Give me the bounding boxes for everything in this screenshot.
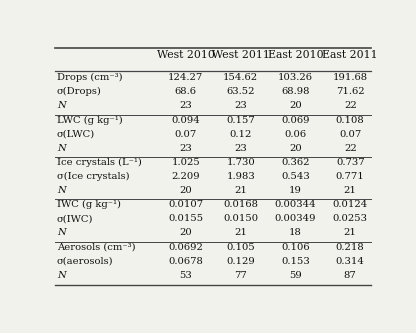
Text: 21: 21 <box>344 186 357 195</box>
Text: 22: 22 <box>344 144 357 153</box>
Text: East 2011: East 2011 <box>322 50 378 60</box>
Text: West 2010: West 2010 <box>157 50 215 60</box>
Text: 21: 21 <box>234 186 247 195</box>
Text: 0.07: 0.07 <box>339 130 362 139</box>
Text: 0.0253: 0.0253 <box>333 214 368 223</box>
Text: 21: 21 <box>234 228 247 237</box>
Text: N: N <box>57 228 66 237</box>
Text: 19: 19 <box>289 186 302 195</box>
Text: 1.983: 1.983 <box>226 172 255 181</box>
Text: East 2010: East 2010 <box>267 50 323 60</box>
Text: 0.153: 0.153 <box>281 257 310 266</box>
Text: 23: 23 <box>234 144 247 153</box>
Text: 0.543: 0.543 <box>281 172 310 181</box>
Text: 191.68: 191.68 <box>333 73 368 82</box>
Text: 0.0168: 0.0168 <box>223 200 258 209</box>
Text: Aerosols (cm⁻³): Aerosols (cm⁻³) <box>57 242 136 251</box>
Text: LWC (g kg⁻¹): LWC (g kg⁻¹) <box>57 116 123 125</box>
Text: N: N <box>57 102 66 111</box>
Text: 0.108: 0.108 <box>336 116 364 125</box>
Text: 0.105: 0.105 <box>226 242 255 251</box>
Text: 0.129: 0.129 <box>226 257 255 266</box>
Text: σ(LWC): σ(LWC) <box>57 130 95 139</box>
Text: 20: 20 <box>179 186 192 195</box>
Text: 0.06: 0.06 <box>285 130 307 139</box>
Text: 0.00349: 0.00349 <box>275 214 316 223</box>
Text: 20: 20 <box>289 102 302 111</box>
Text: 0.0678: 0.0678 <box>168 257 203 266</box>
Text: 0.12: 0.12 <box>229 130 252 139</box>
Text: 0.069: 0.069 <box>281 116 310 125</box>
Text: 0.094: 0.094 <box>171 116 200 125</box>
Text: 20: 20 <box>289 144 302 153</box>
Text: 103.26: 103.26 <box>278 73 313 82</box>
Text: 20: 20 <box>179 228 192 237</box>
Text: 1.025: 1.025 <box>171 158 200 167</box>
Text: 23: 23 <box>234 102 247 111</box>
Text: 0.0107: 0.0107 <box>168 200 203 209</box>
Text: 0.737: 0.737 <box>336 158 364 167</box>
Text: 0.0692: 0.0692 <box>168 242 203 251</box>
Text: IWC (g kg⁻¹): IWC (g kg⁻¹) <box>57 200 121 209</box>
Text: 87: 87 <box>344 271 357 280</box>
Text: 0.771: 0.771 <box>336 172 364 181</box>
Text: 0.362: 0.362 <box>281 158 310 167</box>
Text: 0.314: 0.314 <box>336 257 365 266</box>
Text: 21: 21 <box>344 228 357 237</box>
Text: σ(IWC): σ(IWC) <box>57 214 93 223</box>
Text: 154.62: 154.62 <box>223 73 258 82</box>
Text: 124.27: 124.27 <box>168 73 203 82</box>
Text: 23: 23 <box>179 102 192 111</box>
Text: N: N <box>57 271 66 280</box>
Text: 0.0124: 0.0124 <box>333 200 368 209</box>
Text: 71.62: 71.62 <box>336 87 364 96</box>
Text: West 2011: West 2011 <box>212 50 270 60</box>
Text: 1.730: 1.730 <box>226 158 255 167</box>
Text: 0.07: 0.07 <box>175 130 197 139</box>
Text: 68.98: 68.98 <box>281 87 310 96</box>
Text: σ(Ice crystals): σ(Ice crystals) <box>57 172 129 181</box>
Text: 53: 53 <box>179 271 192 280</box>
Text: 23: 23 <box>179 144 192 153</box>
Text: 0.157: 0.157 <box>226 116 255 125</box>
Text: 0.0150: 0.0150 <box>223 214 258 223</box>
Text: 0.00344: 0.00344 <box>275 200 316 209</box>
Text: 68.6: 68.6 <box>175 87 197 96</box>
Text: σ(Drops): σ(Drops) <box>57 87 102 96</box>
Text: 0.106: 0.106 <box>281 242 310 251</box>
Text: Drops (cm⁻³): Drops (cm⁻³) <box>57 73 122 82</box>
Text: 18: 18 <box>289 228 302 237</box>
Text: 59: 59 <box>289 271 302 280</box>
Text: 0.218: 0.218 <box>336 242 364 251</box>
Text: 77: 77 <box>234 271 247 280</box>
Text: σ(aerosols): σ(aerosols) <box>57 257 114 266</box>
Text: Ice crystals (L⁻¹): Ice crystals (L⁻¹) <box>57 158 142 167</box>
Text: N: N <box>57 186 66 195</box>
Text: 0.0155: 0.0155 <box>168 214 203 223</box>
Text: N: N <box>57 144 66 153</box>
Text: 22: 22 <box>344 102 357 111</box>
Text: 63.52: 63.52 <box>226 87 255 96</box>
Text: 2.209: 2.209 <box>171 172 200 181</box>
